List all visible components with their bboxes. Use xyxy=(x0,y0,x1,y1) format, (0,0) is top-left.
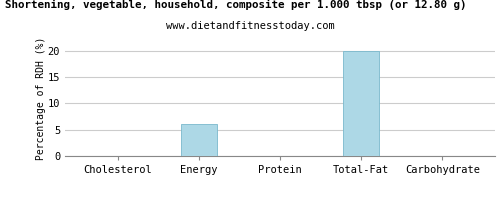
Bar xyxy=(180,124,217,156)
Text: Shortening, vegetable, household, composite per 1.000 tbsp (or 12.80 g): Shortening, vegetable, household, compos… xyxy=(5,0,466,10)
Text: www.dietandfitnesstoday.com: www.dietandfitnesstoday.com xyxy=(166,21,334,31)
Y-axis label: Percentage of RDH (%): Percentage of RDH (%) xyxy=(36,36,46,160)
Bar xyxy=(343,51,380,156)
